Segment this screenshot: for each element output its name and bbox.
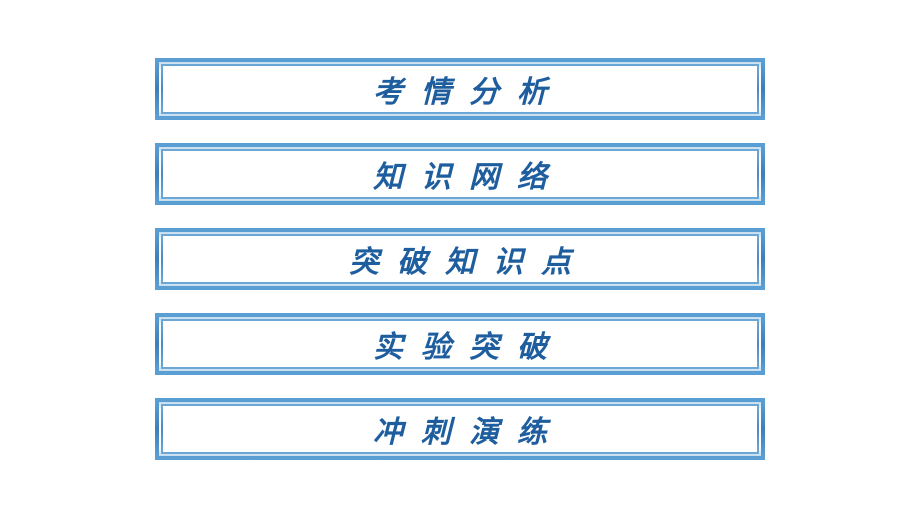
- menu-item-experiment[interactable]: 实验突破: [155, 313, 765, 375]
- menu-label: 知识网络: [355, 152, 565, 196]
- menu-label: 冲刺演练: [355, 407, 565, 451]
- menu-item-breakthrough[interactable]: 突破知识点: [155, 228, 765, 290]
- menu-label: 突破知识点: [331, 237, 589, 281]
- menu-item-sprint-drill[interactable]: 冲刺演练: [155, 398, 765, 460]
- menu-label: 实验突破: [355, 322, 565, 366]
- menu-item-knowledge-network[interactable]: 知识网络: [155, 143, 765, 205]
- menu-label: 考情分析: [355, 67, 565, 111]
- menu-item-analysis[interactable]: 考情分析: [155, 58, 765, 120]
